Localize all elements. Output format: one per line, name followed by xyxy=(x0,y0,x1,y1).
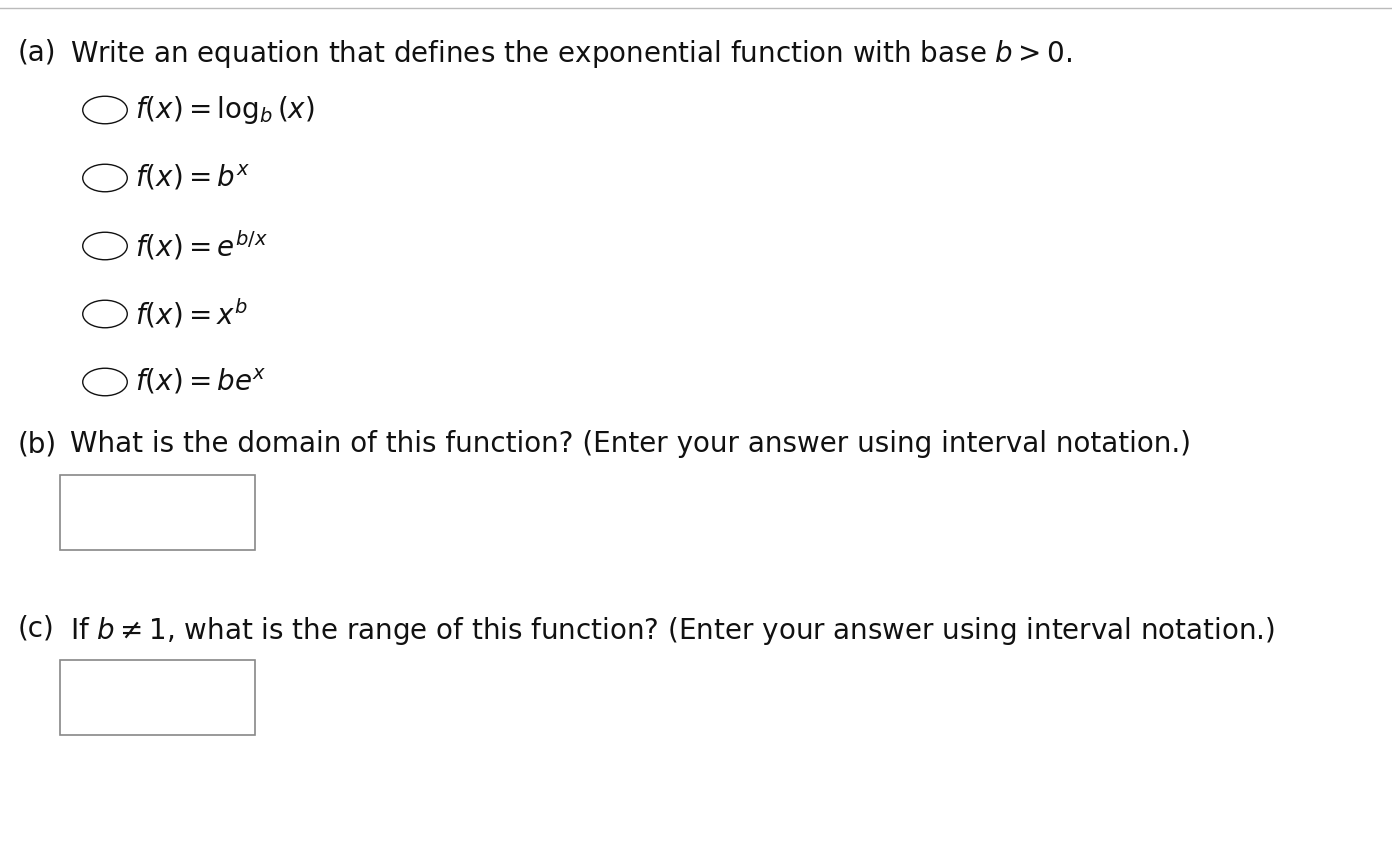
Bar xyxy=(60,660,255,735)
Text: Write an equation that defines the exponential function with base $b > 0$.: Write an equation that defines the expon… xyxy=(70,38,1072,70)
Text: $f(x) = b^x$: $f(x) = b^x$ xyxy=(135,163,251,193)
Text: What is the domain of this function? (Enter your answer using interval notation.: What is the domain of this function? (En… xyxy=(70,430,1192,458)
Text: $f(x) = e^{b/x}$: $f(x) = e^{b/x}$ xyxy=(135,230,267,263)
Bar xyxy=(60,475,255,550)
Text: $f(x) = be^x$: $f(x) = be^x$ xyxy=(135,367,267,396)
Text: If $b \neq 1$, what is the range of this function? (Enter your answer using inte: If $b \neq 1$, what is the range of this… xyxy=(70,615,1275,647)
Text: (b): (b) xyxy=(18,430,57,458)
Text: (a): (a) xyxy=(18,38,57,66)
Text: $f(x) = x^b$: $f(x) = x^b$ xyxy=(135,298,248,331)
Text: (c): (c) xyxy=(18,615,54,643)
Text: $f(x) = \log_b(x)$: $f(x) = \log_b(x)$ xyxy=(135,94,315,126)
